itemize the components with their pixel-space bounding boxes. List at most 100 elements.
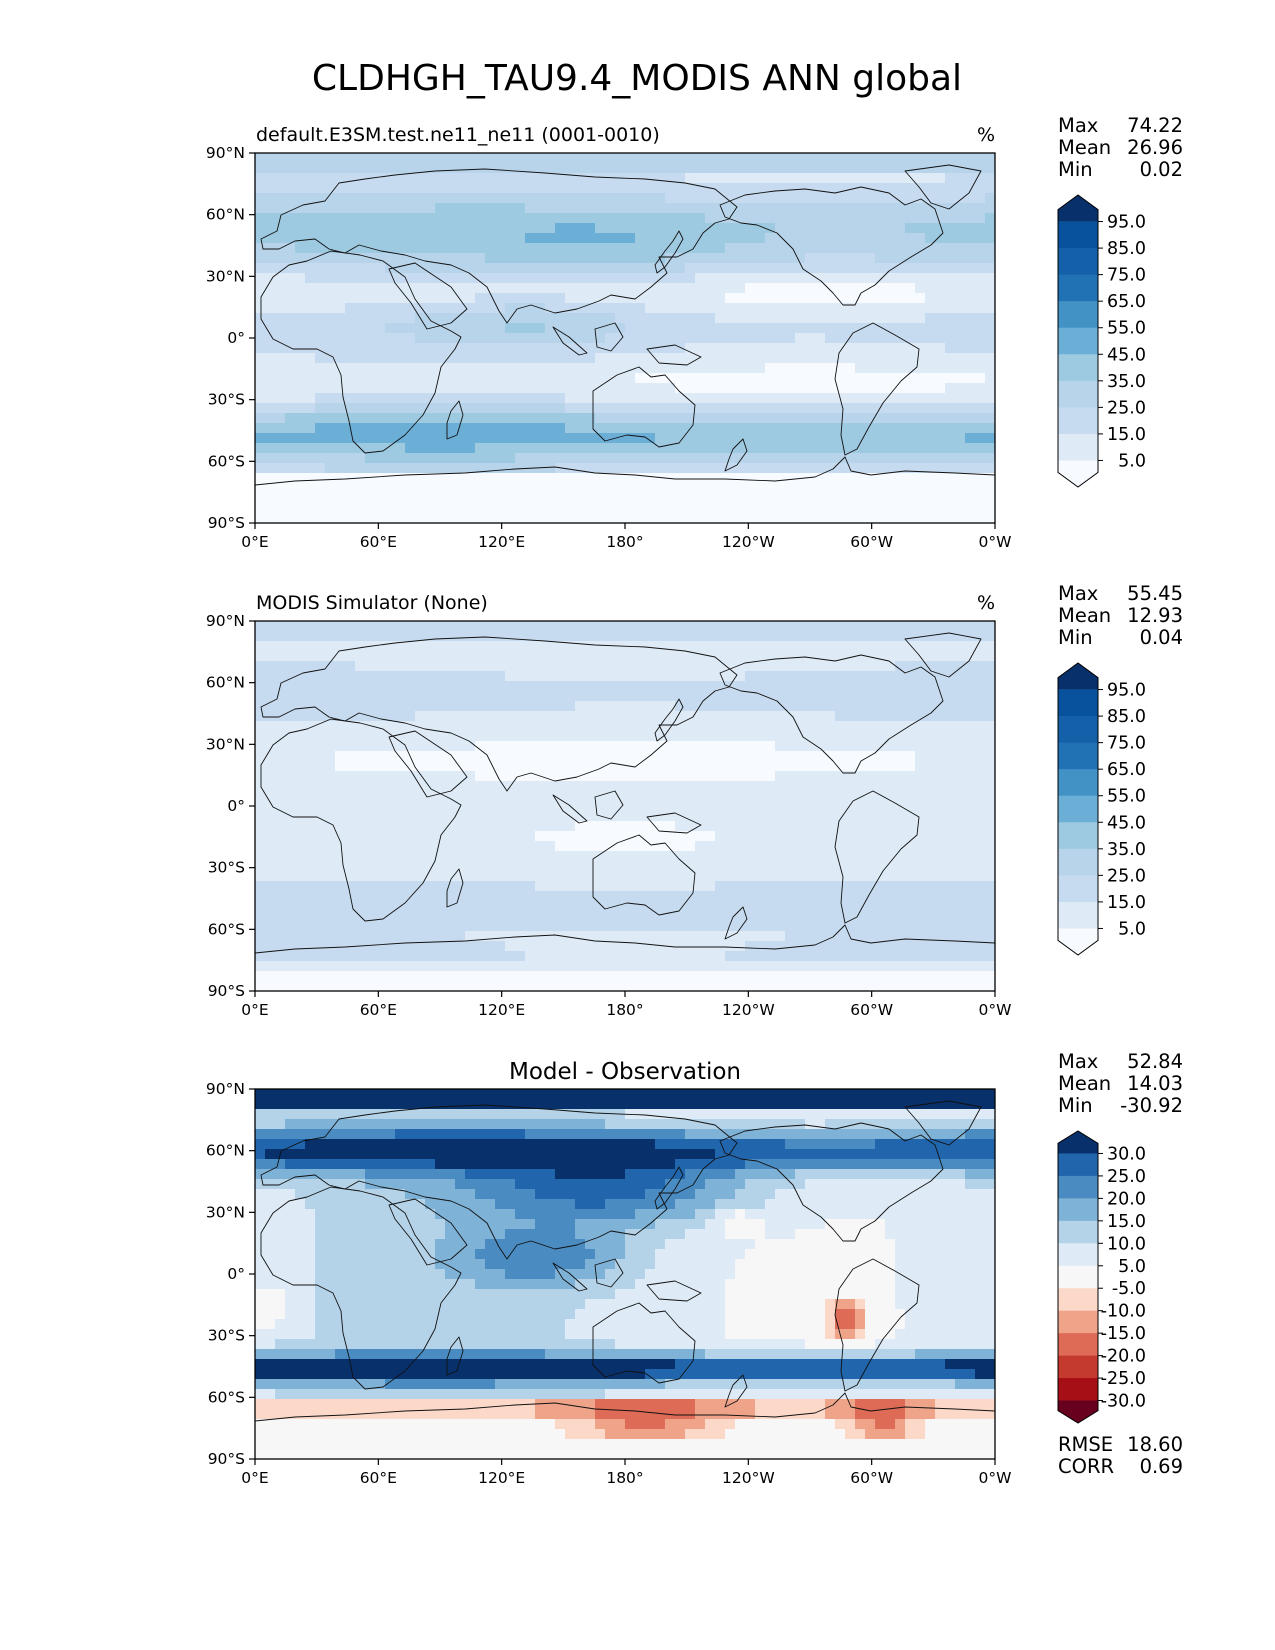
stat-value: 74.22 [1127, 114, 1183, 137]
panel-left-title: MODIS Simulator (None) [256, 592, 488, 614]
colorbar-segment [1058, 433, 1098, 461]
lon-tick-label: 0°W [979, 1001, 1012, 1019]
map-test [254, 152, 996, 524]
colorbar-extend-top [1058, 195, 1098, 222]
colorbar-segment [1058, 327, 1098, 355]
stat-value: -30.92 [1120, 1094, 1183, 1117]
colorbar-label: 15.0 [1107, 893, 1146, 913]
colorbar-label: 45.0 [1107, 345, 1146, 365]
lat-tick-label: 30°N [206, 735, 245, 753]
stat-label: Min [1058, 1094, 1093, 1117]
colorbar-label: -30.0 [1101, 1392, 1146, 1412]
colorbar-segment [1058, 1153, 1098, 1177]
field-contours [255, 153, 995, 523]
colorbar-label: -10.0 [1101, 1302, 1146, 1322]
colorbar-segment [1058, 248, 1098, 276]
lon-tick-label: 120°E [478, 1001, 525, 1019]
lat-tick-label: 30°N [206, 267, 245, 285]
lon-tick-label: 60°W [850, 533, 893, 551]
lon-tick-label: 60°E [360, 533, 397, 551]
colorbar-label: 65.0 [1107, 760, 1146, 780]
lon-tick-label: 60°W [850, 1469, 893, 1487]
colorbar-outline [1057, 1130, 1099, 1424]
lon-tick-label: 120°W [722, 1469, 775, 1487]
colorbar-label: 35.0 [1107, 372, 1146, 392]
colorbar-outline [1057, 662, 1099, 956]
colorbar: 30.0 25.020.0 15.010.0 5.0-5.0 -10.0-15.0 -20… [1057, 1130, 1146, 1424]
colorbar-label: 55.0 [1107, 787, 1146, 807]
lon-tick-label: 180° [606, 533, 643, 551]
colorbar-label: 95.0 [1107, 681, 1146, 701]
lon-tick-label: 120°E [478, 1469, 525, 1487]
colorbar-segment [1058, 1175, 1098, 1199]
colorbar: 95.0 85.0 75.0 65.0 55.0 45.0 35.0 25.0 15.0 5.0 [1057, 194, 1146, 488]
lat-tick-label: 90°N [206, 612, 245, 630]
colorbar-segment [1058, 742, 1098, 770]
lon-tick-label: 0°W [979, 1469, 1012, 1487]
colorbar-label: 10.0 [1107, 1234, 1146, 1254]
map-diff [254, 1088, 996, 1460]
colorbar-segment [1058, 1333, 1098, 1357]
colorbar-segment [1058, 274, 1098, 302]
colorbar-segment [1058, 354, 1098, 382]
lat-tick-label: 0° [227, 1265, 245, 1283]
stat-value: 18.60 [1127, 1433, 1183, 1456]
stat-label: Max [1058, 114, 1098, 137]
colorbar-segment [1058, 380, 1098, 408]
lon-tick-label: 0°E [241, 1469, 268, 1487]
lon-tick-label: 60°E [360, 1001, 397, 1019]
colorbar-segment [1058, 407, 1098, 435]
lon-tick-label: 120°E [478, 533, 525, 551]
stat-value: 55.45 [1127, 582, 1183, 605]
lon-tick-label: 60°E [360, 1469, 397, 1487]
stat-value: 26.96 [1127, 136, 1183, 159]
lat-tick-label: 0° [227, 797, 245, 815]
field-contours [255, 621, 995, 991]
lat-tick-label: 90°N [206, 1080, 245, 1098]
stat-value: 0.69 [1140, 1455, 1183, 1478]
colorbar-label: 85.0 [1107, 707, 1146, 727]
lon-tick-label: 180° [606, 1469, 643, 1487]
lat-tick-label: 60°S [208, 920, 245, 938]
colorbar-label: 85.0 [1107, 239, 1146, 259]
colorbar-segment [1058, 1265, 1098, 1289]
bottom-stats-block: RMSE 18.60 CORR 0.69 [1058, 1433, 1183, 1478]
colorbar-segment [1058, 1355, 1098, 1379]
panel-units: % [977, 592, 995, 614]
stat-value: 52.84 [1127, 1050, 1183, 1073]
stat-value: 14.03 [1127, 1072, 1183, 1095]
panel-diff: Model - Observation 0°E 60°E 120°E 180° 120°W… [206, 1050, 1183, 1487]
panel-center-title: Model - Observation [509, 1059, 741, 1085]
colorbar-label: -5.0 [1112, 1279, 1146, 1299]
lat-tick-label: 90°S [208, 514, 245, 532]
lat-tick-label: 60°N [206, 1142, 245, 1160]
colorbar-label: 5.0 [1118, 451, 1146, 471]
lon-tick-label: 120°W [722, 533, 775, 551]
lon-tick-label: 0°E [241, 1001, 268, 1019]
colorbar-extend-bottom [1058, 1400, 1098, 1423]
colorbar-label: 20.0 [1107, 1189, 1146, 1209]
stat-label: CORR [1058, 1455, 1114, 1478]
lat-tick-label: 60°N [206, 206, 245, 224]
colorbar-extend-bottom [1058, 928, 1098, 955]
stat-label: Mean [1058, 136, 1111, 159]
stat-value: 12.93 [1127, 604, 1183, 627]
lat-tick-label: 90°S [208, 982, 245, 1000]
colorbar-label: 30.0 [1107, 1144, 1146, 1164]
colorbar-extend-top [1058, 1131, 1098, 1154]
colorbar-label: 75.0 [1107, 266, 1146, 286]
colorbar-segment [1058, 1310, 1098, 1334]
stat-value: 0.04 [1140, 626, 1183, 649]
colorbar-label: 25.0 [1107, 398, 1146, 418]
colorbar-label: 15.0 [1107, 425, 1146, 445]
stats-block: Max 74.22 Mean 26.96 Min 0.02 [1058, 114, 1183, 181]
lat-tick-label: 30°S [208, 859, 245, 877]
colorbar-extend-bottom [1058, 460, 1098, 487]
stat-value: 0.02 [1140, 158, 1183, 181]
lat-tick-label: 30°S [208, 1327, 245, 1345]
colorbar-extend-top [1058, 663, 1098, 690]
lon-tick-label: 0°W [979, 533, 1012, 551]
lon-tick-label: 120°W [722, 1001, 775, 1019]
stats-block: Max 52.84 Mean 14.03 Min -30.92 [1058, 1050, 1183, 1117]
colorbar-segment [1058, 689, 1098, 717]
